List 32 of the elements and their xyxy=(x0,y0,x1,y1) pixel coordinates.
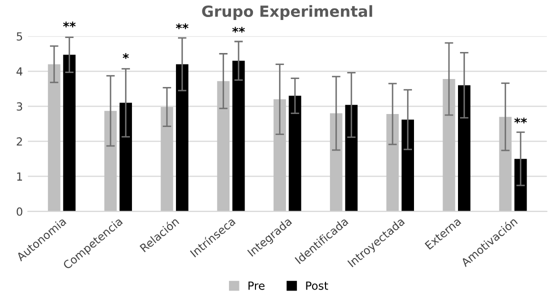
annotation: ** xyxy=(232,26,245,33)
annotation: ** xyxy=(176,23,188,30)
bar xyxy=(48,64,60,212)
bar xyxy=(499,116,512,212)
bar xyxy=(176,64,188,212)
bar xyxy=(120,102,132,212)
bar xyxy=(345,104,358,212)
bar xyxy=(386,114,399,212)
legend-label: Post xyxy=(306,282,328,290)
annotation: * xyxy=(122,53,129,59)
bar xyxy=(514,158,527,212)
y-tick-label: 5 xyxy=(16,32,22,41)
bar xyxy=(217,81,230,212)
bar xyxy=(63,54,76,212)
bar xyxy=(288,96,302,212)
y-tick-label: 0 xyxy=(16,207,22,216)
bar xyxy=(330,113,342,212)
annotation: ** xyxy=(63,22,76,28)
y-tick-label: 4 xyxy=(16,67,22,76)
bar xyxy=(442,78,456,212)
bar xyxy=(232,60,245,212)
annotation: ** xyxy=(514,118,527,124)
bar xyxy=(402,120,414,212)
legend-label: Pre xyxy=(248,282,265,290)
bar xyxy=(104,110,117,212)
bar xyxy=(160,107,174,212)
y-tick-label: 3 xyxy=(16,102,22,111)
chart-title: Grupo Experimental xyxy=(202,5,372,20)
bar xyxy=(274,99,286,212)
y-tick-label: 2 xyxy=(16,137,22,146)
bar xyxy=(458,85,470,212)
y-tick-label: 1 xyxy=(17,172,22,181)
